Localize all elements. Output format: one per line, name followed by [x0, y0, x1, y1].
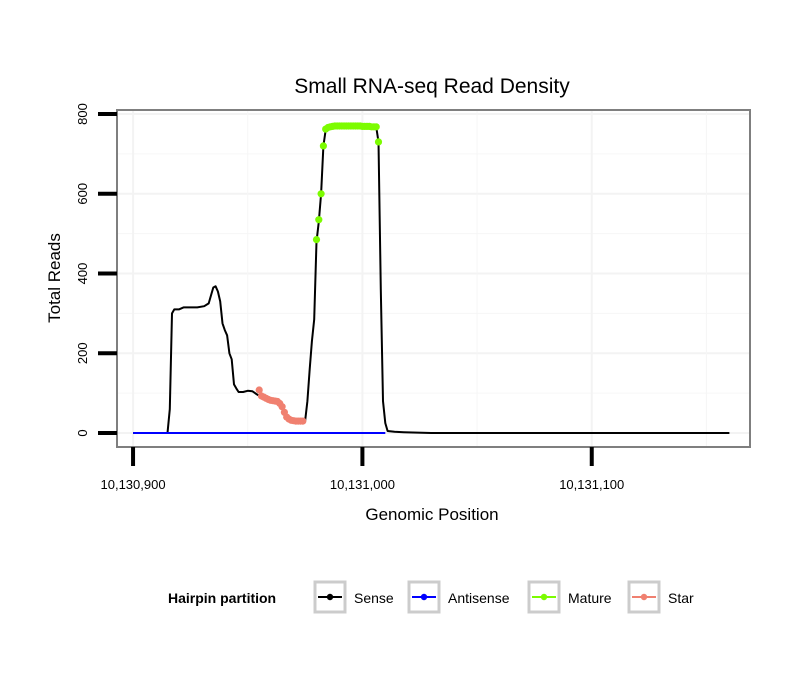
y-axis-title: Total Reads — [45, 233, 64, 323]
y-tick-label: 800 — [75, 103, 90, 125]
x-axis: 10,130,900 10,131,000 10,131,100 — [101, 447, 624, 492]
y-tick-label: 400 — [75, 263, 90, 285]
legend-key-dot — [540, 593, 548, 601]
legend-item-mature: Mature — [527, 580, 612, 614]
data-point-mature — [317, 190, 325, 198]
legend-key-dot — [640, 593, 648, 601]
data-point-mature — [374, 138, 383, 146]
data-point-mature — [315, 216, 323, 224]
legend-title: Hairpin partition — [168, 590, 276, 606]
data-point-star — [299, 417, 307, 425]
legend-item-sense: Sense — [313, 580, 394, 614]
legend-label-mature: Mature — [568, 590, 612, 606]
legend-label-star: Star — [668, 590, 694, 606]
grid-lines — [117, 110, 750, 447]
legend-item-star: Star — [627, 580, 694, 614]
data-point-star — [255, 386, 263, 394]
data-point-mature — [319, 142, 327, 150]
data-point-star — [278, 403, 286, 411]
legend-label-sense: Sense — [354, 590, 394, 606]
series-line-sense — [133, 125, 730, 434]
x-tick-label: 10,131,000 — [330, 477, 395, 492]
x-axis-title: Genomic Position — [365, 505, 498, 524]
chart-title: Small RNA-seq Read Density — [294, 75, 570, 98]
legend-label-antisense: Antisense — [448, 590, 510, 606]
y-tick-label: 600 — [75, 183, 90, 205]
legend-key-dot — [326, 593, 334, 601]
data-point-mature — [312, 236, 321, 244]
y-tick-label: 200 — [75, 342, 90, 364]
series-layer — [133, 122, 730, 434]
panel-border — [116, 109, 751, 448]
x-tick-label: 10,130,900 — [101, 477, 166, 492]
legend: Hairpin partition Sense Antisense Mature… — [168, 580, 694, 614]
y-tick-label: 0 — [75, 429, 90, 436]
data-point-mature — [372, 123, 380, 131]
y-axis: 0 200 400 600 800 — [75, 103, 117, 437]
x-tick-label: 10,131,100 — [559, 477, 624, 492]
legend-item-antisense: Antisense — [407, 580, 510, 614]
legend-key-dot — [420, 593, 428, 601]
